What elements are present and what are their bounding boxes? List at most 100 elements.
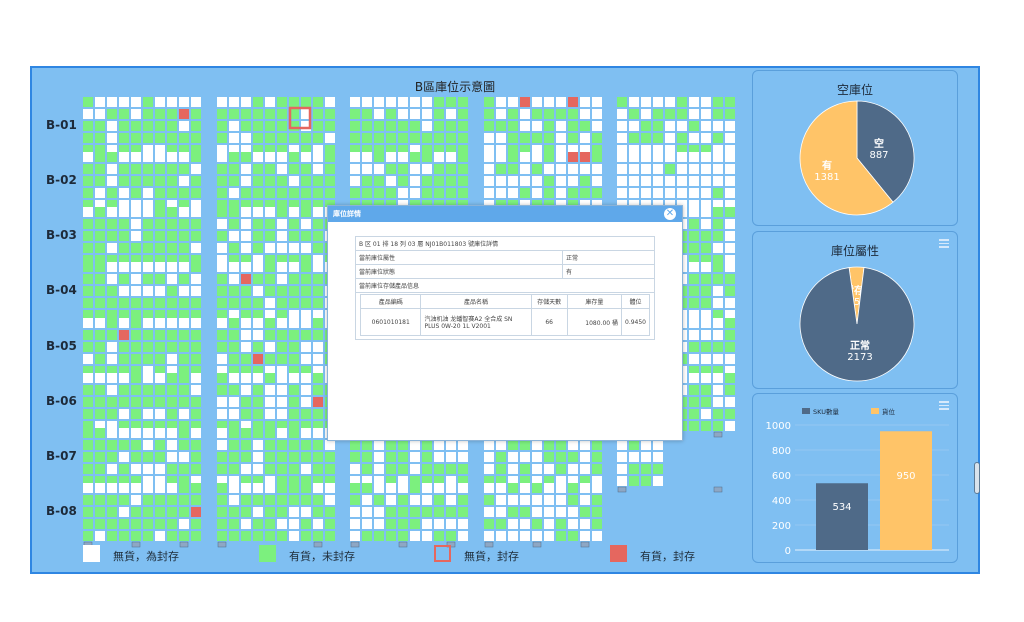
storage-cell[interactable]: [458, 483, 468, 493]
storage-cell[interactable]: [374, 152, 384, 162]
storage-cell[interactable]: [508, 145, 518, 155]
storage-cell[interactable]: [713, 231, 723, 241]
storage-cell[interactable]: [629, 97, 639, 107]
storage-cell[interactable]: [253, 354, 263, 364]
storage-cell[interactable]: [277, 188, 287, 198]
storage-cell[interactable]: [556, 188, 566, 198]
storage-cell[interactable]: [83, 286, 93, 296]
storage-cell[interactable]: [143, 286, 153, 296]
storage-cell[interactable]: [641, 440, 651, 450]
storage-cell[interactable]: [95, 385, 105, 395]
storage-cell[interactable]: [325, 495, 335, 505]
storage-cell[interactable]: [398, 145, 408, 155]
storage-cell[interactable]: [689, 207, 699, 217]
storage-cell[interactable]: [592, 109, 602, 119]
storage-cell[interactable]: [568, 133, 578, 143]
storage-cell[interactable]: [301, 298, 311, 308]
storage-cell[interactable]: [713, 385, 723, 395]
storage-cell[interactable]: [592, 452, 602, 462]
storage-cell[interactable]: [701, 243, 711, 253]
storage-cell[interactable]: [568, 109, 578, 119]
storage-cell[interactable]: [253, 243, 263, 253]
storage-cell[interactable]: [350, 531, 360, 541]
storage-cell[interactable]: [253, 200, 263, 210]
storage-cell[interactable]: [265, 121, 275, 131]
storage-cell[interactable]: [689, 219, 699, 229]
storage-cell[interactable]: [107, 452, 117, 462]
storage-cell[interactable]: [592, 152, 602, 162]
storage-cell[interactable]: [653, 121, 663, 131]
storage-cell[interactable]: [617, 152, 627, 162]
storage-cell[interactable]: [592, 531, 602, 541]
storage-cell[interactable]: [289, 164, 299, 174]
storage-cell[interactable]: [191, 310, 201, 320]
storage-cell[interactable]: [422, 97, 432, 107]
storage-cell[interactable]: [289, 121, 299, 131]
storage-cell[interactable]: [689, 262, 699, 272]
storage-cell[interactable]: [179, 385, 189, 395]
storage-cell[interactable]: [725, 121, 735, 131]
storage-cell[interactable]: [713, 255, 723, 265]
bar[interactable]: [816, 483, 868, 550]
storage-cell[interactable]: [556, 121, 566, 131]
storage-cell[interactable]: [265, 409, 275, 419]
storage-cell[interactable]: [229, 397, 239, 407]
storage-cell[interactable]: [229, 483, 239, 493]
storage-cell[interactable]: [410, 133, 420, 143]
scrollbar-handle[interactable]: [974, 462, 980, 494]
storage-cell[interactable]: [520, 440, 530, 450]
storage-cell[interactable]: [191, 298, 201, 308]
storage-cell[interactable]: [217, 421, 227, 431]
storage-cell[interactable]: [592, 188, 602, 198]
storage-cell[interactable]: [629, 176, 639, 186]
storage-cell[interactable]: [265, 286, 275, 296]
storage-cell[interactable]: [508, 495, 518, 505]
storage-cell[interactable]: [167, 133, 177, 143]
storage-cell[interactable]: [629, 188, 639, 198]
storage-cell[interactable]: [143, 397, 153, 407]
storage-cell[interactable]: [217, 483, 227, 493]
storage-cell[interactable]: [143, 428, 153, 438]
storage-cell[interactable]: [179, 366, 189, 376]
storage-cell[interactable]: [301, 483, 311, 493]
storage-cell[interactable]: [617, 145, 627, 155]
storage-cell[interactable]: [446, 152, 456, 162]
storage-cell[interactable]: [229, 97, 239, 107]
storage-cell[interactable]: [350, 145, 360, 155]
storage-cell[interactable]: [544, 152, 554, 162]
storage-cell[interactable]: [107, 318, 117, 328]
storage-cell[interactable]: [107, 507, 117, 517]
menu-icon[interactable]: [939, 399, 949, 412]
storage-cell[interactable]: [131, 298, 141, 308]
storage-cell[interactable]: [713, 121, 723, 131]
storage-cell[interactable]: [179, 397, 189, 407]
storage-cell[interactable]: [653, 97, 663, 107]
storage-cell[interactable]: [289, 286, 299, 296]
storage-cell[interactable]: [362, 495, 372, 505]
storage-cell[interactable]: [701, 188, 711, 198]
storage-cell[interactable]: [325, 188, 335, 198]
storage-cell[interactable]: [143, 330, 153, 340]
storage-cell[interactable]: [677, 188, 687, 198]
storage-cell[interactable]: [229, 464, 239, 474]
storage-cell[interactable]: [119, 464, 129, 474]
storage-cell[interactable]: [167, 385, 177, 395]
storage-cell[interactable]: [725, 133, 735, 143]
storage-cell[interactable]: [191, 452, 201, 462]
storage-cell[interactable]: [484, 483, 494, 493]
storage-cell[interactable]: [496, 121, 506, 131]
storage-cell[interactable]: [289, 366, 299, 376]
storage-cell[interactable]: [241, 243, 251, 253]
storage-cell[interactable]: [313, 286, 323, 296]
storage-cell[interactable]: [568, 476, 578, 486]
storage-cell[interactable]: [155, 483, 165, 493]
storage-cell[interactable]: [241, 310, 251, 320]
storage-cell[interactable]: [313, 495, 323, 505]
storage-cell[interactable]: [265, 164, 275, 174]
storage-cell[interactable]: [229, 207, 239, 217]
storage-cell[interactable]: [544, 440, 554, 450]
storage-cell[interactable]: [532, 176, 542, 186]
storage-cell[interactable]: [83, 342, 93, 352]
storage-cell[interactable]: [217, 200, 227, 210]
storage-cell[interactable]: [143, 145, 153, 155]
